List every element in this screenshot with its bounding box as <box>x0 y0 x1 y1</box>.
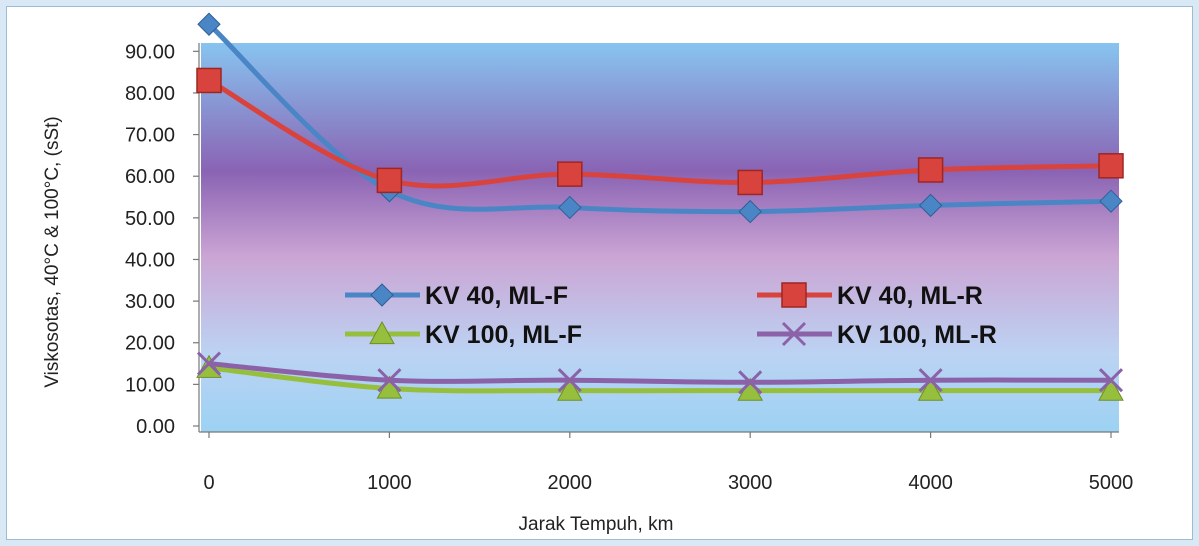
series-line <box>207 78 1112 189</box>
data-point <box>556 377 583 401</box>
data-point <box>1098 377 1124 401</box>
series-layer <box>196 12 1124 401</box>
data-point <box>197 12 221 36</box>
data-point <box>377 368 402 393</box>
data-point <box>918 193 943 218</box>
data-point <box>917 377 944 401</box>
data-point <box>196 67 222 94</box>
x-tick-label: 0 <box>203 472 214 494</box>
data-point <box>1098 153 1124 179</box>
x-tick-label: 1000 <box>367 472 412 494</box>
legend-item: KV 40, ML-R <box>757 282 983 310</box>
legend-item: KV 100, ML-F <box>345 320 582 349</box>
data-point <box>918 368 943 393</box>
data-point <box>1099 189 1123 213</box>
data-point <box>557 368 582 393</box>
legend-marker <box>369 320 395 345</box>
y-axis: 0.00 10.00 20.00 30.00 40.00 50.00 60.00 70.00 8… <box>125 41 200 438</box>
y-tick-label: 90.00 <box>125 41 175 63</box>
y-tick-label: 30.00 <box>125 291 175 313</box>
legend-marker <box>370 283 394 307</box>
x-tick-label: 3000 <box>728 472 773 494</box>
data-point <box>196 351 222 376</box>
data-point <box>376 167 403 194</box>
legend-label: KV 40, ML-R <box>837 282 983 310</box>
legend-marker <box>781 282 807 308</box>
series-line <box>208 365 1111 394</box>
x-tick-label: 4000 <box>908 472 953 494</box>
data-point <box>737 169 763 196</box>
legend-marker <box>781 321 807 347</box>
x-tick-label: 2000 <box>548 472 593 494</box>
data-point <box>738 199 762 224</box>
x-axis-title: Jarak Tempuh, km <box>519 514 674 535</box>
x-axis: 0 1000 2000 3000 4000 5000 <box>199 431 1134 494</box>
y-tick-label: 40.00 <box>125 249 175 271</box>
legend-label: KV 40, ML-F <box>425 282 568 310</box>
y-tick-label: 60.00 <box>125 166 175 188</box>
legend-label: KV 100, ML-R <box>837 321 997 349</box>
data-point <box>917 157 944 183</box>
plot-area <box>201 43 1119 432</box>
legend-label: KV 100, ML-F <box>425 321 582 349</box>
data-point <box>558 195 582 220</box>
data-point <box>1098 368 1124 393</box>
data-point <box>738 370 763 395</box>
y-tick-label: 10.00 <box>125 374 175 396</box>
y-tick-label: 80.00 <box>125 83 175 105</box>
series-1 <box>196 67 1124 196</box>
y-tick-label: 0.00 <box>136 416 175 438</box>
y-tick-label: 50.00 <box>125 208 175 230</box>
y-tick-label: 20.00 <box>125 333 175 355</box>
line-chart: 0.00 10.00 20.00 30.00 40.00 50.00 60.00 70.00 8… <box>42 12 1134 535</box>
y-tick-label: 70.00 <box>125 125 175 147</box>
data-point <box>557 161 583 187</box>
y-axis-title: Viskosotas, 40°C & 100°C, (sSt) <box>42 116 63 387</box>
legend-item: KV 100, ML-R <box>757 321 997 349</box>
series-line <box>208 361 1112 385</box>
x-tick-label: 5000 <box>1089 472 1134 494</box>
series-3 <box>196 351 1124 395</box>
legend: KV 40, ML-F KV 40, ML-R KV 100, ML-F KV 100… <box>345 282 997 349</box>
legend-item: KV 40, ML-F <box>345 282 568 310</box>
